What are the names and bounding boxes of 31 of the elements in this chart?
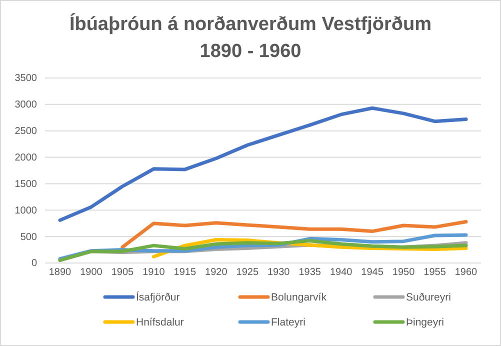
x-tick-label: 1910 <box>142 267 166 278</box>
y-tick-label: 0 <box>31 258 38 270</box>
legend-label: Flateyri <box>271 316 306 329</box>
y-tick-label: 500 <box>20 232 38 243</box>
x-tick-label: 1890 <box>48 267 72 278</box>
x-tick-label: 1940 <box>330 267 353 278</box>
chart-title: Íbúaþróun á norðanverðum Vestfjörðum 1890 - 1960 <box>69 13 432 62</box>
line-series <box>120 220 468 249</box>
y-tick-label: 2000 <box>14 152 38 164</box>
y-tick-label: 1500 <box>14 178 38 190</box>
y-tick-label: 2500 <box>14 126 38 138</box>
x-tick-label: 1935 <box>298 267 322 278</box>
legend-label: Bolungarvík <box>271 292 328 304</box>
x-tick-label: 1945 <box>361 267 384 278</box>
x-tick-label: 1930 <box>267 267 290 278</box>
y-tick-label: 1000 <box>14 205 38 216</box>
x-tick-label: 1900 <box>80 267 103 278</box>
x-tick-label: 1955 <box>424 267 446 278</box>
x-tick-label: 1925 <box>236 267 259 278</box>
legend-label: Suðureyri <box>406 292 451 304</box>
x-tick-label: 1960 <box>454 267 478 278</box>
legend-label: Hnífsdalur <box>136 316 184 329</box>
legend-label: Þingeyri <box>406 316 444 329</box>
x-tick-label: 1920 <box>205 267 228 278</box>
y-tick-label: 3500 <box>14 73 38 84</box>
legend-label: Ísafjörður <box>136 290 180 304</box>
x-tick-label: 1950 <box>392 267 416 278</box>
x-tick-label: 1915 <box>174 267 196 278</box>
y-tick-label: 3000 <box>14 100 38 111</box>
x-tick-label: 1905 <box>111 267 134 278</box>
line-series <box>58 106 468 222</box>
